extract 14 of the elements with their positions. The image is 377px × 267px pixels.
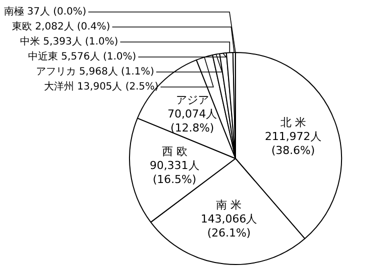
data-label: 90,331人 (16.5%) bbox=[150, 159, 200, 186]
slice-label: アジア bbox=[176, 94, 209, 107]
data-label: 70,074人 (12.8%) bbox=[168, 108, 218, 135]
slice-label: 中近東 5,576人 (1.0%) bbox=[28, 50, 136, 63]
slice-label: 中米 5,393人 (1.0%) bbox=[20, 36, 118, 48]
slice-label: 大洋州 13,905人 (2.5%) bbox=[44, 80, 159, 93]
slice-label: 東欧 2,082人 (0.4%) bbox=[12, 20, 110, 33]
slice-label: 南 米 bbox=[216, 198, 242, 212]
data-label: 211,972人 (38.6%) bbox=[264, 130, 322, 157]
slice-label: 西 欧 bbox=[162, 145, 188, 158]
slice-label: 北 米 bbox=[280, 116, 306, 129]
slice-label: アフリカ 5,968人 (1.1%) bbox=[36, 66, 154, 78]
data-label: 143,066人 (26.1%) bbox=[200, 212, 258, 240]
slice-label: 南極 37人 (0.0%) bbox=[4, 6, 86, 18]
